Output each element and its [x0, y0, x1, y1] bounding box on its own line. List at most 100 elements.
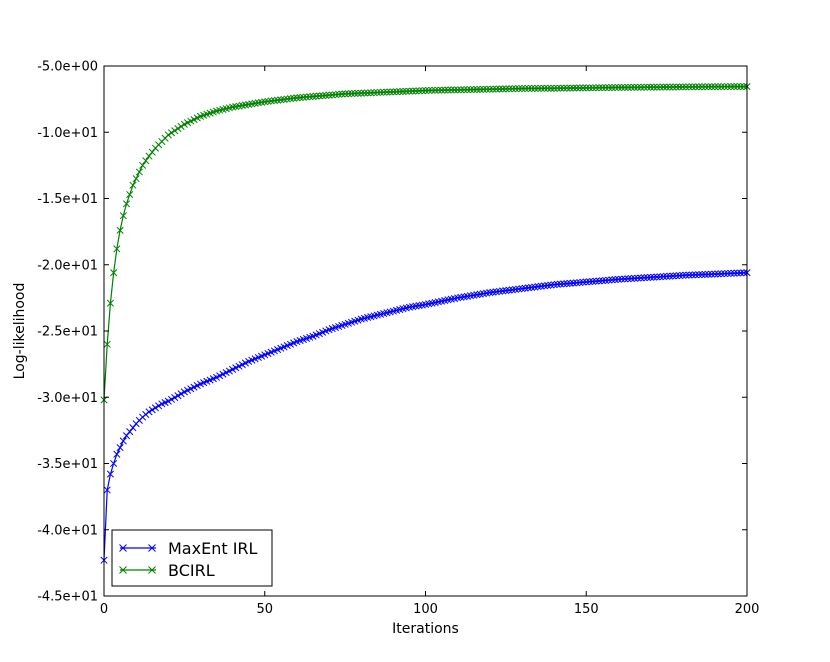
y-tick-label: -2.5e+01: [37, 325, 98, 340]
data-point: [737, 83, 745, 91]
data-point: [627, 274, 635, 283]
data-point: [296, 93, 304, 102]
data-point: [582, 278, 590, 286]
data-point: [441, 86, 449, 94]
data-point: [547, 84, 555, 92]
data-point: [479, 85, 487, 93]
data-point: [386, 88, 394, 96]
data-point: [431, 86, 439, 94]
legend-box: [111, 529, 273, 587]
data-point: [608, 83, 616, 92]
data-point: [171, 127, 179, 135]
series-1: [100, 82, 751, 404]
data-point: [550, 84, 558, 92]
data-point: [576, 278, 584, 287]
data-point: [167, 129, 176, 137]
data-point: [177, 390, 185, 398]
data-point: [534, 84, 542, 92]
data-point: [489, 85, 497, 93]
data-point: [402, 87, 410, 95]
data-point: [640, 83, 648, 91]
data-point: [412, 87, 420, 95]
data-point: [646, 83, 655, 91]
data-point: [155, 402, 163, 410]
data-point: [656, 83, 664, 91]
data-point: [601, 276, 610, 284]
data-point: [569, 279, 577, 287]
data-point: [457, 86, 465, 94]
data-point: [418, 87, 426, 95]
y-axis: -4.5e+01 -4.0e+01 -3.5e+01 -3.0e+01 -2.5e+01…: [37, 60, 747, 605]
data-point: [740, 82, 748, 91]
data-point: [389, 88, 397, 96]
data-point: [643, 83, 651, 91]
data-point: [151, 404, 159, 412]
data-point: [653, 273, 661, 281]
data-point: [717, 83, 725, 91]
data-point: [145, 408, 153, 416]
data-point: [569, 84, 577, 92]
data-point: [733, 269, 741, 277]
data-point: [614, 275, 622, 283]
data-point: [113, 450, 121, 458]
data-point: [724, 83, 732, 91]
data-point: [511, 85, 520, 93]
data-point: [672, 272, 680, 280]
data-point: [595, 277, 603, 285]
data-point: [110, 459, 118, 468]
x-axis: 0 50 100 150 200: [100, 66, 759, 617]
data-point: [103, 340, 111, 348]
y-axis-label: Log-likelihood: [12, 283, 28, 380]
data-point: [727, 83, 735, 91]
data-point: [351, 89, 359, 97]
data-point: [470, 85, 478, 94]
data-point: [348, 90, 356, 98]
data-point: [370, 89, 378, 97]
data-point: [367, 89, 375, 97]
data-point: [319, 92, 327, 100]
data-point: [643, 273, 651, 282]
data-point: [688, 271, 696, 279]
data-point: [344, 90, 352, 98]
data-point: [637, 274, 645, 282]
data-point: [103, 486, 111, 494]
data-point: [142, 157, 150, 165]
data-point: [421, 86, 430, 95]
data-point: [454, 86, 462, 94]
data-point: [720, 83, 729, 91]
data-point: [306, 93, 314, 101]
data-point: [592, 84, 600, 92]
data-point: [685, 83, 693, 91]
data-point: [669, 272, 677, 280]
data-point: [579, 278, 587, 286]
data-point: [656, 273, 664, 281]
data-point: [106, 299, 114, 307]
data-point: [711, 270, 719, 278]
legend: MaxEnt IRL BCIRL: [111, 529, 273, 587]
data-point: [730, 269, 738, 277]
data-point: [508, 85, 516, 93]
data-point: [106, 470, 114, 478]
data-point: [640, 274, 648, 282]
data-point: [576, 84, 584, 92]
data-point: [174, 392, 182, 400]
y-tick-label: -2.0e+01: [37, 258, 98, 273]
data-point: [380, 88, 388, 96]
data-point: [682, 83, 690, 91]
data-point: [563, 280, 571, 288]
data-point: [675, 271, 684, 280]
data-point: [573, 279, 581, 287]
data-point: [630, 274, 639, 282]
x-tick-label: 150: [574, 602, 599, 617]
data-point: [139, 161, 147, 169]
data-point: [605, 276, 613, 284]
data-point: [675, 83, 684, 91]
data-point: [724, 269, 732, 278]
data-point: [537, 84, 545, 92]
data-point: [627, 83, 635, 91]
data-point: [322, 91, 330, 99]
data-point: [737, 269, 745, 277]
data-point: [148, 148, 156, 156]
data-point: [663, 272, 671, 280]
data-point: [553, 280, 561, 288]
